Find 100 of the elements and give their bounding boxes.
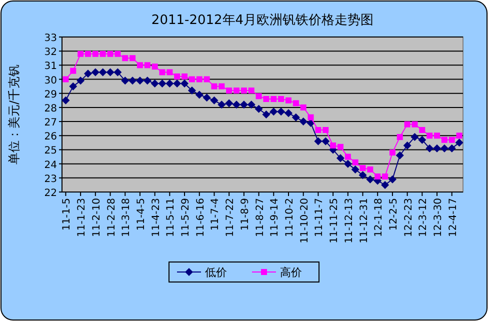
- point: [374, 174, 381, 180]
- point: [418, 136, 426, 144]
- point: [284, 109, 292, 118]
- point: [389, 150, 396, 156]
- y-tick-label: 26: [44, 132, 57, 143]
- point: [322, 127, 329, 133]
- y-tick-label: 29: [44, 89, 57, 100]
- point: [322, 137, 330, 146]
- x-tick-label: 11-1-23: [76, 198, 88, 238]
- point: [285, 97, 292, 104]
- point: [330, 142, 336, 148]
- point: [121, 76, 130, 85]
- point: [144, 62, 150, 68]
- point: [100, 50, 106, 57]
- point: [262, 110, 270, 118]
- x-tick-label: 11-9-14: [270, 198, 281, 238]
- point: [180, 80, 189, 88]
- x-tick-label: 11-5-29: [180, 198, 192, 238]
- point: [106, 68, 114, 76]
- point: [62, 96, 70, 104]
- x-tick-label: 11-10-2: [284, 198, 296, 238]
- point: [84, 50, 91, 57]
- point: [351, 165, 360, 174]
- point: [91, 68, 100, 76]
- point: [158, 80, 166, 88]
- point: [300, 104, 306, 110]
- y-tick-label: 27: [44, 118, 57, 129]
- point: [92, 50, 98, 57]
- point: [434, 132, 440, 139]
- point: [419, 127, 426, 133]
- y-tick-label: 25: [44, 146, 57, 157]
- point: [226, 88, 232, 94]
- point: [299, 118, 308, 126]
- y-tick-label: 33: [44, 33, 57, 44]
- point: [403, 142, 412, 150]
- point: [211, 83, 218, 90]
- point: [270, 96, 277, 102]
- point: [240, 100, 248, 109]
- point: [204, 76, 210, 82]
- point: [130, 55, 136, 62]
- x-tick-label: 11-11-25: [329, 198, 340, 244]
- point: [76, 76, 85, 85]
- point: [114, 68, 122, 76]
- x-tick-label: 11-5-11: [166, 198, 177, 238]
- x-tick-label: 11-2-28: [106, 198, 118, 238]
- x-tick-label: 11-8-9: [240, 198, 251, 231]
- point: [254, 104, 263, 113]
- point: [336, 154, 344, 162]
- x-tick-label: 12-2-23: [403, 198, 414, 238]
- x-tick-label: 11-10-20: [299, 198, 310, 244]
- point: [412, 121, 418, 128]
- point: [382, 174, 388, 180]
- x-tick-label: 11-6-16: [195, 198, 206, 238]
- point: [352, 159, 358, 166]
- point: [314, 137, 322, 146]
- point: [360, 165, 366, 172]
- point: [448, 144, 456, 152]
- point: [448, 136, 455, 143]
- point: [455, 138, 464, 147]
- y-tick-label: 28: [44, 103, 57, 114]
- point: [218, 83, 225, 90]
- point: [196, 76, 202, 82]
- point: [166, 69, 173, 76]
- point: [173, 80, 182, 88]
- point: [107, 50, 114, 57]
- point: [337, 144, 344, 150]
- y-tick-label: 23: [44, 174, 57, 185]
- point: [166, 80, 174, 88]
- point: [232, 100, 241, 109]
- x-tick-label: 11-2-10: [91, 198, 102, 238]
- point: [136, 76, 144, 85]
- point: [234, 88, 240, 94]
- point: [426, 132, 433, 139]
- point: [263, 96, 270, 102]
- point: [410, 133, 419, 142]
- point: [308, 114, 314, 120]
- point: [98, 68, 107, 76]
- point: [404, 121, 410, 128]
- point: [270, 108, 278, 116]
- point: [62, 76, 69, 82]
- point: [358, 171, 367, 180]
- point: [210, 96, 218, 104]
- point: [143, 76, 152, 85]
- x-tick-label: 12-3-12: [418, 198, 430, 238]
- x-tick-label: 11-1-5: [62, 198, 73, 231]
- y-axis-title: 单位：美元/千克钒: [7, 64, 21, 165]
- point: [248, 88, 254, 94]
- point: [174, 73, 180, 80]
- y-tick-label: 24: [44, 160, 57, 171]
- point: [182, 73, 188, 80]
- x-tick-label: 12-2-5: [388, 198, 400, 231]
- x-tick-label: 11-12-13: [344, 198, 355, 244]
- point: [122, 55, 128, 62]
- point: [388, 175, 396, 184]
- point: [344, 154, 351, 160]
- point: [433, 144, 442, 152]
- point: [225, 99, 234, 108]
- point: [247, 100, 256, 109]
- point: [69, 82, 78, 90]
- point: [426, 144, 434, 152]
